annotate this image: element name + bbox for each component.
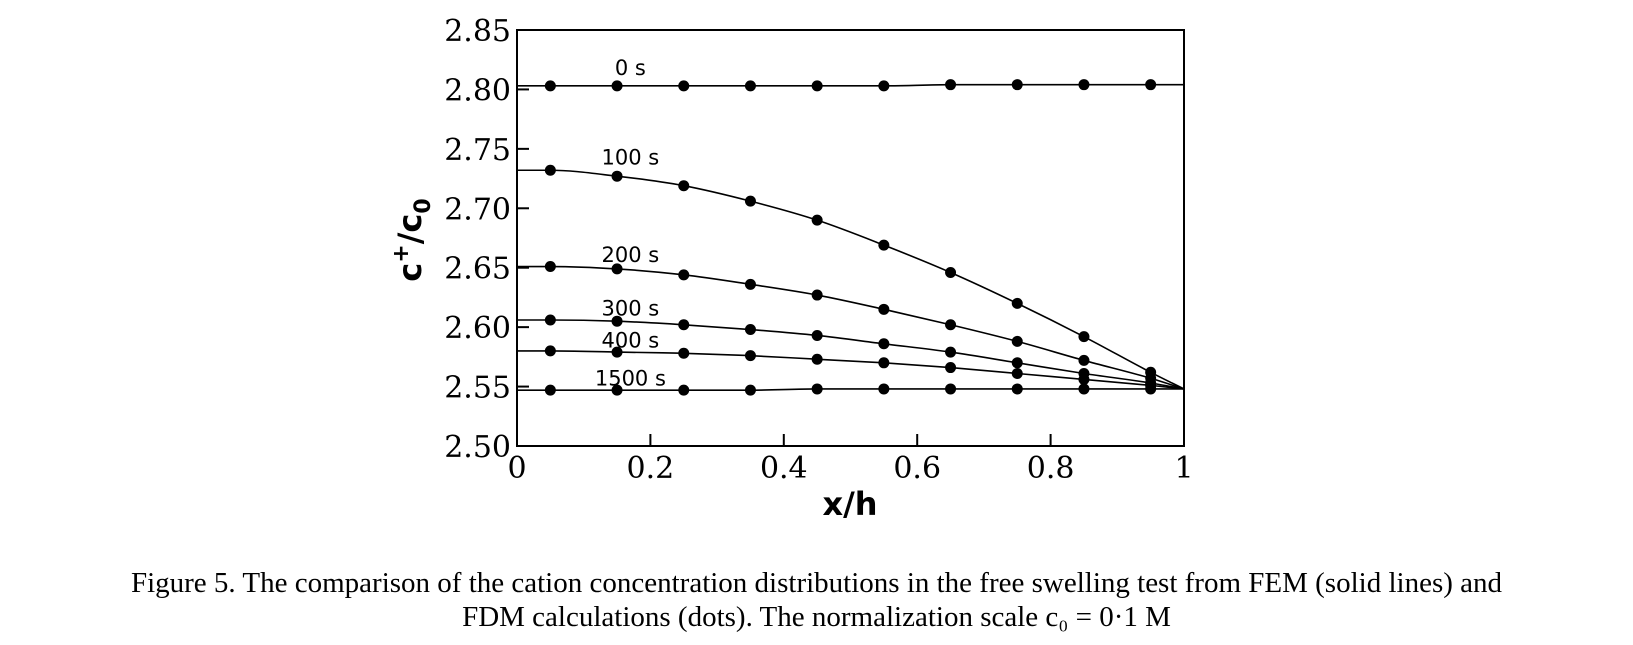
data-point (611, 263, 623, 275)
series-label: 200 s (602, 243, 660, 267)
data-point (678, 80, 690, 92)
data-point (678, 180, 690, 192)
figure-caption: Figure 5. The comparison of the cation c… (0, 566, 1633, 634)
data-point (1011, 383, 1023, 395)
series-label: 100 s (602, 145, 660, 169)
data-point (1011, 79, 1023, 91)
series-label: 300 s (602, 296, 660, 320)
data-point (878, 80, 890, 92)
series-label: 400 s (602, 328, 660, 352)
data-point (1011, 335, 1023, 347)
caption-line-1: Figure 5. The comparison of the cation c… (130, 567, 1503, 599)
y-tick-label: 2.60 (444, 311, 511, 346)
data-point (945, 79, 957, 91)
data-point (878, 357, 890, 369)
data-point (1078, 354, 1090, 366)
data-point (544, 80, 556, 92)
caption-line-2: FDM calculations (dots). The normalizati… (462, 601, 1171, 633)
x-axis-ticks: 0 0.2 0.4 0.6 0.8 1 (507, 434, 1194, 486)
y-axis-ticks: 2.50 2.55 2.60 2.65 2.70 2.75 2.80 2.85 (444, 14, 529, 465)
data-point (544, 261, 556, 273)
data-point (878, 239, 890, 251)
x-tick-label: 0.2 (627, 451, 675, 486)
data-point (744, 384, 756, 396)
data-point (945, 362, 957, 374)
series-label: 0 s (615, 56, 646, 80)
x-axis-title: x/h (822, 485, 877, 523)
y-tick-label: 2.85 (444, 14, 511, 49)
x-tick-label: 0.6 (893, 451, 941, 486)
data-point (878, 303, 890, 315)
data-point (744, 195, 756, 207)
data-point (678, 269, 690, 281)
series-labels: 0 s 100 s 200 s 300 s 400 s 1500 s (595, 56, 666, 390)
x-tick-label: 0.8 (1027, 451, 1075, 486)
data-point (1078, 79, 1090, 91)
data-point (611, 80, 623, 92)
data-point (744, 350, 756, 362)
data-point (1011, 357, 1023, 369)
data-point (878, 383, 890, 395)
svg-text:c+/c0: c+/c0 (389, 198, 436, 281)
data-point (744, 324, 756, 336)
data-point (1078, 331, 1090, 343)
plot-frame (516, 29, 1185, 447)
data-point (611, 170, 623, 182)
data-point (1078, 373, 1090, 385)
data-point (544, 164, 556, 176)
data-point (611, 384, 623, 396)
data-point (1145, 383, 1157, 395)
data-point (811, 80, 823, 92)
data-point (544, 314, 556, 326)
data-point (611, 315, 623, 327)
data-point (1011, 297, 1023, 309)
x-tick-label: 0 (507, 451, 526, 486)
data-point (744, 278, 756, 290)
y-tick-label: 2.70 (444, 192, 511, 227)
data-point (945, 346, 957, 358)
data-point (811, 289, 823, 301)
data-point (878, 338, 890, 350)
data-point (678, 319, 690, 331)
data-point (678, 384, 690, 396)
chart: 0 0.2 0.4 0.6 0.8 1 2.502.552.602.652.702.752… (389, 14, 1194, 523)
data-point (1078, 383, 1090, 395)
y-tick-label: 2.80 (444, 73, 511, 108)
series-dots (544, 79, 1157, 396)
data-point (811, 383, 823, 395)
y-tick-label: 2.75 (444, 133, 511, 168)
data-point (544, 345, 556, 357)
data-point (744, 80, 756, 92)
data-point (811, 214, 823, 226)
y-axis-title: c+/c0 (389, 198, 436, 281)
data-point (811, 353, 823, 365)
x-tick-label: 1 (1174, 451, 1193, 486)
x-tick-label: 0.4 (760, 451, 808, 486)
data-point (544, 384, 556, 396)
data-point (945, 319, 957, 331)
data-point (811, 329, 823, 341)
data-point (1011, 367, 1023, 379)
y-tick-label: 2.50 (444, 430, 511, 465)
y-tick-label: 2.55 (444, 371, 511, 406)
y-tick-label: 2.65 (444, 252, 511, 287)
series-label: 1500 s (595, 366, 666, 390)
data-point (945, 383, 957, 395)
data-point (678, 347, 690, 359)
data-point (1145, 79, 1157, 91)
data-point (945, 266, 957, 278)
data-point (611, 346, 623, 358)
